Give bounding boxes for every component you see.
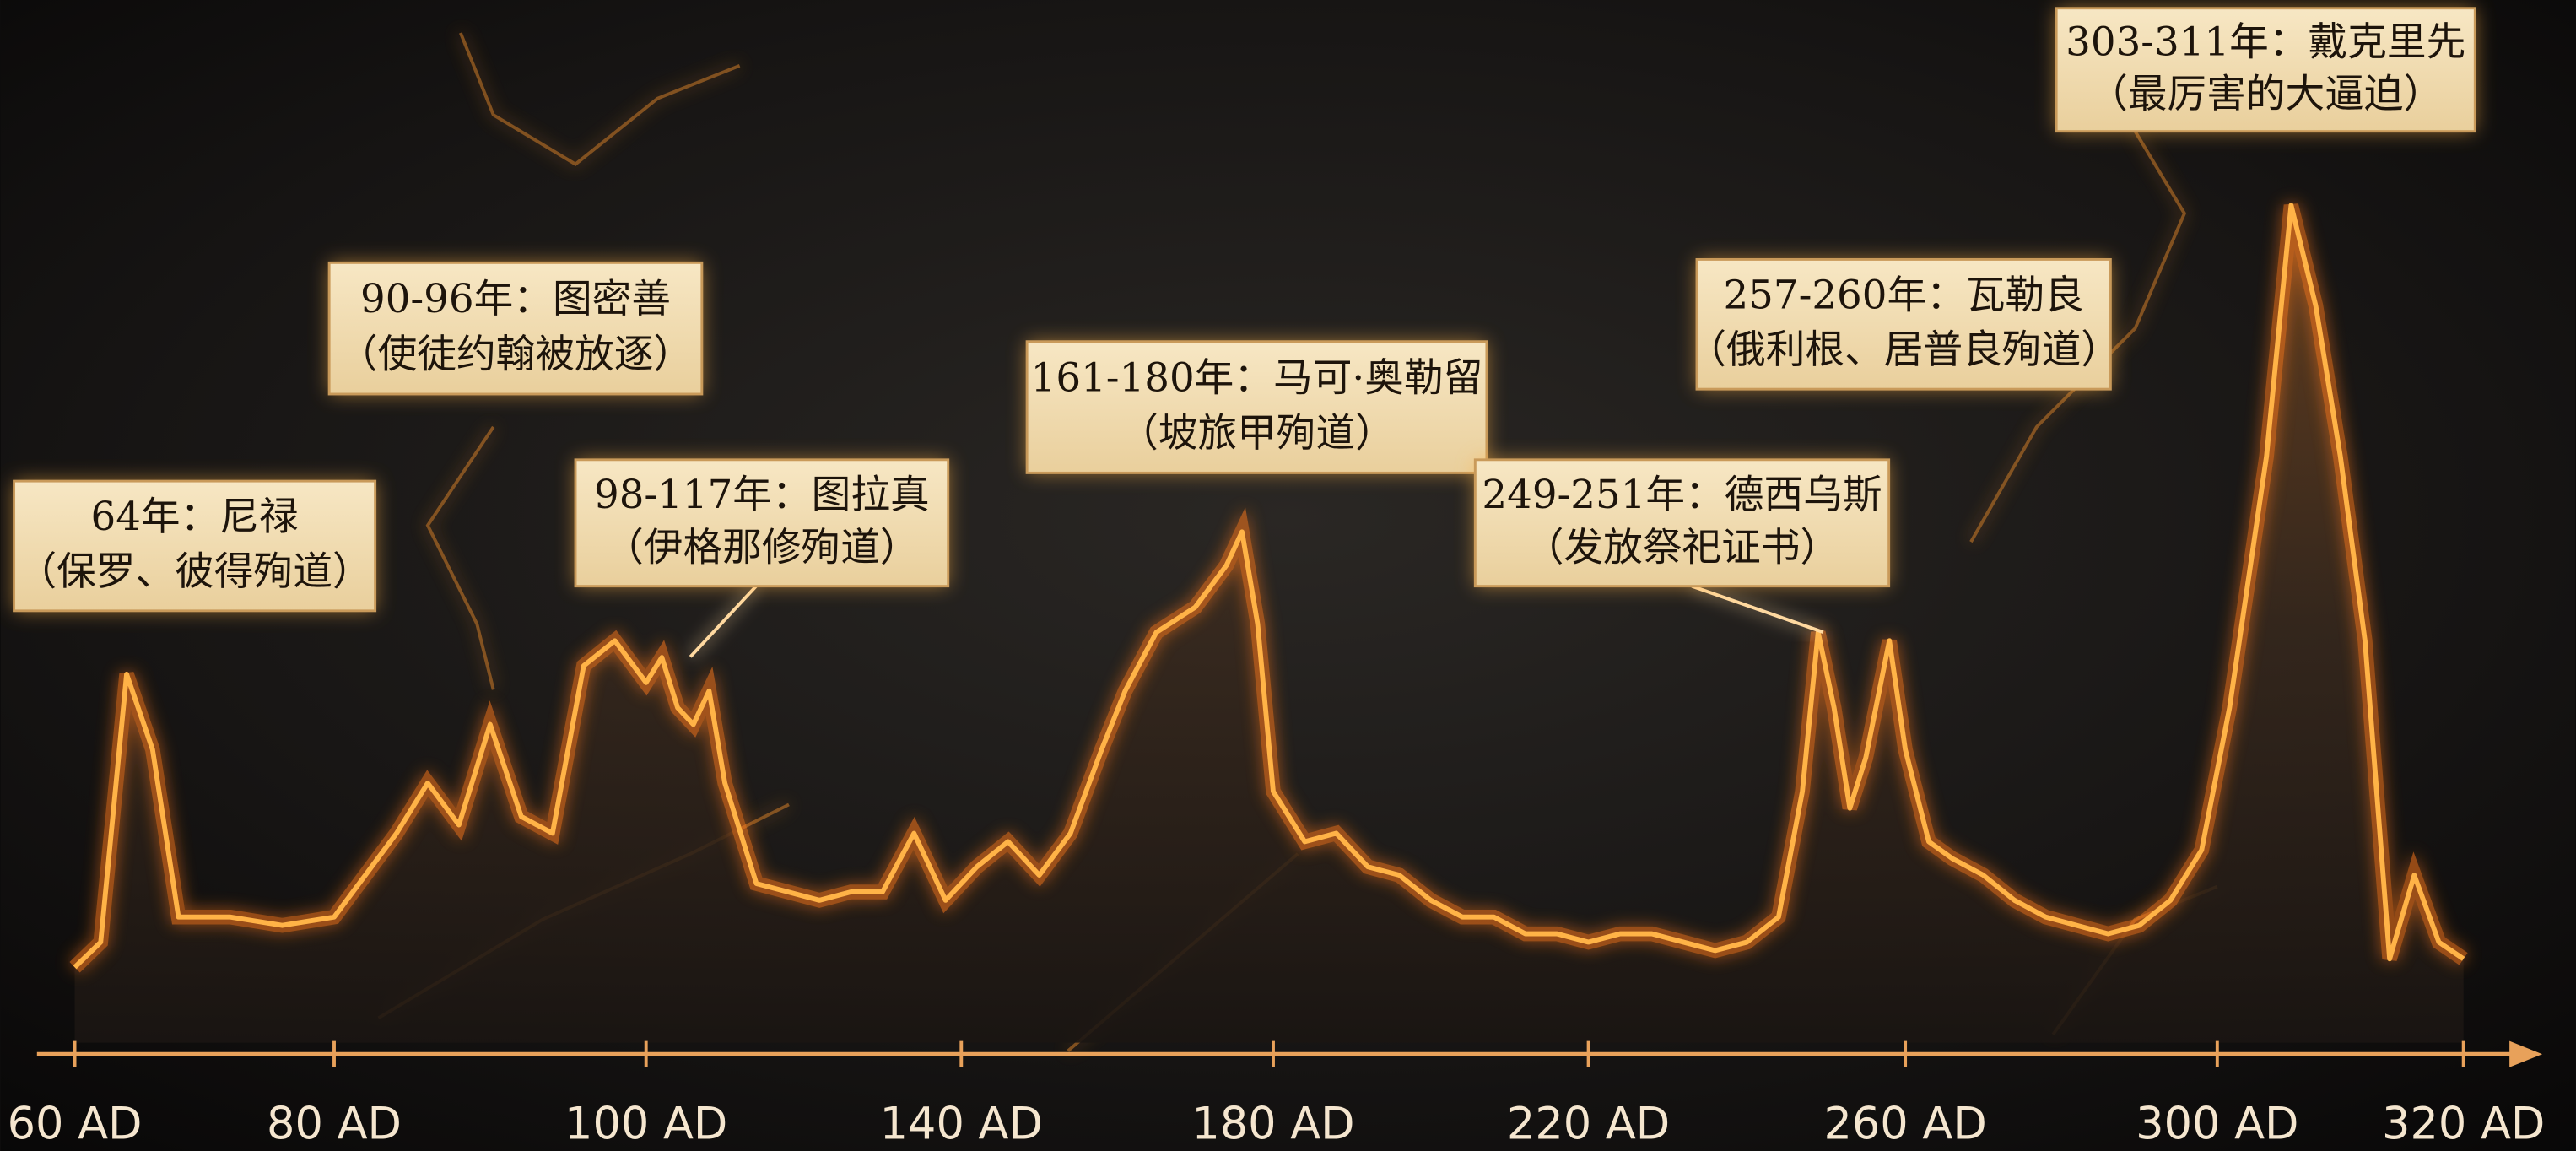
note-box [1025,340,1488,474]
x-tick-label: 140 AD [880,1098,1043,1149]
x-tick-label: 300 AD [2136,1098,2298,1149]
note-text: （伊格那修殉道） [604,526,920,571]
x-tick-label: 100 AD [564,1098,727,1149]
x-tick-label: 260 AD [1823,1098,1986,1149]
note-text: （使徒约翰被放逐） [338,332,693,377]
note-text: （俄利根、居普良殉道） [1687,327,2120,373]
note-box [2055,7,2476,133]
x-axis-arrow [2509,1040,2543,1067]
note-text: 90-96年：图密善 [360,277,671,322]
x-tick-label: 80 AD [267,1098,402,1149]
note-text: 64年：尼禄 [91,494,299,540]
note-text: 249-251年：德西乌斯 [1482,473,1882,518]
note-text: （坡旅甲殉道） [1119,411,1395,457]
glow-area [74,205,2464,1043]
note-box [1695,257,2112,391]
connector [689,585,758,658]
note-text: 161-180年：马可·奥勒留 [1031,355,1483,401]
note-box [1473,458,1891,588]
x-tick-label: 220 AD [1507,1098,1670,1149]
x-tick-label: 60 AD [8,1098,143,1149]
note-text: （发放祭祀证书） [1525,526,1840,571]
note-text: 98-117年：图拉真 [594,473,930,518]
line [73,203,2465,970]
x-tick-label: 320 AD [2382,1098,2545,1149]
x-tick-label: 180 AD [1191,1098,1354,1149]
note-box [13,479,377,613]
note-text: 257-260年：瓦勒良 [1723,273,2083,319]
note-box [574,458,950,588]
note-text: 303-311年：戴克里先 [2066,20,2465,66]
connector [1691,584,1824,634]
note-box [327,261,704,396]
note-text: （最厉害的大逼迫） [2088,72,2443,117]
note-text: （保罗、彼得殉道） [18,549,372,595]
